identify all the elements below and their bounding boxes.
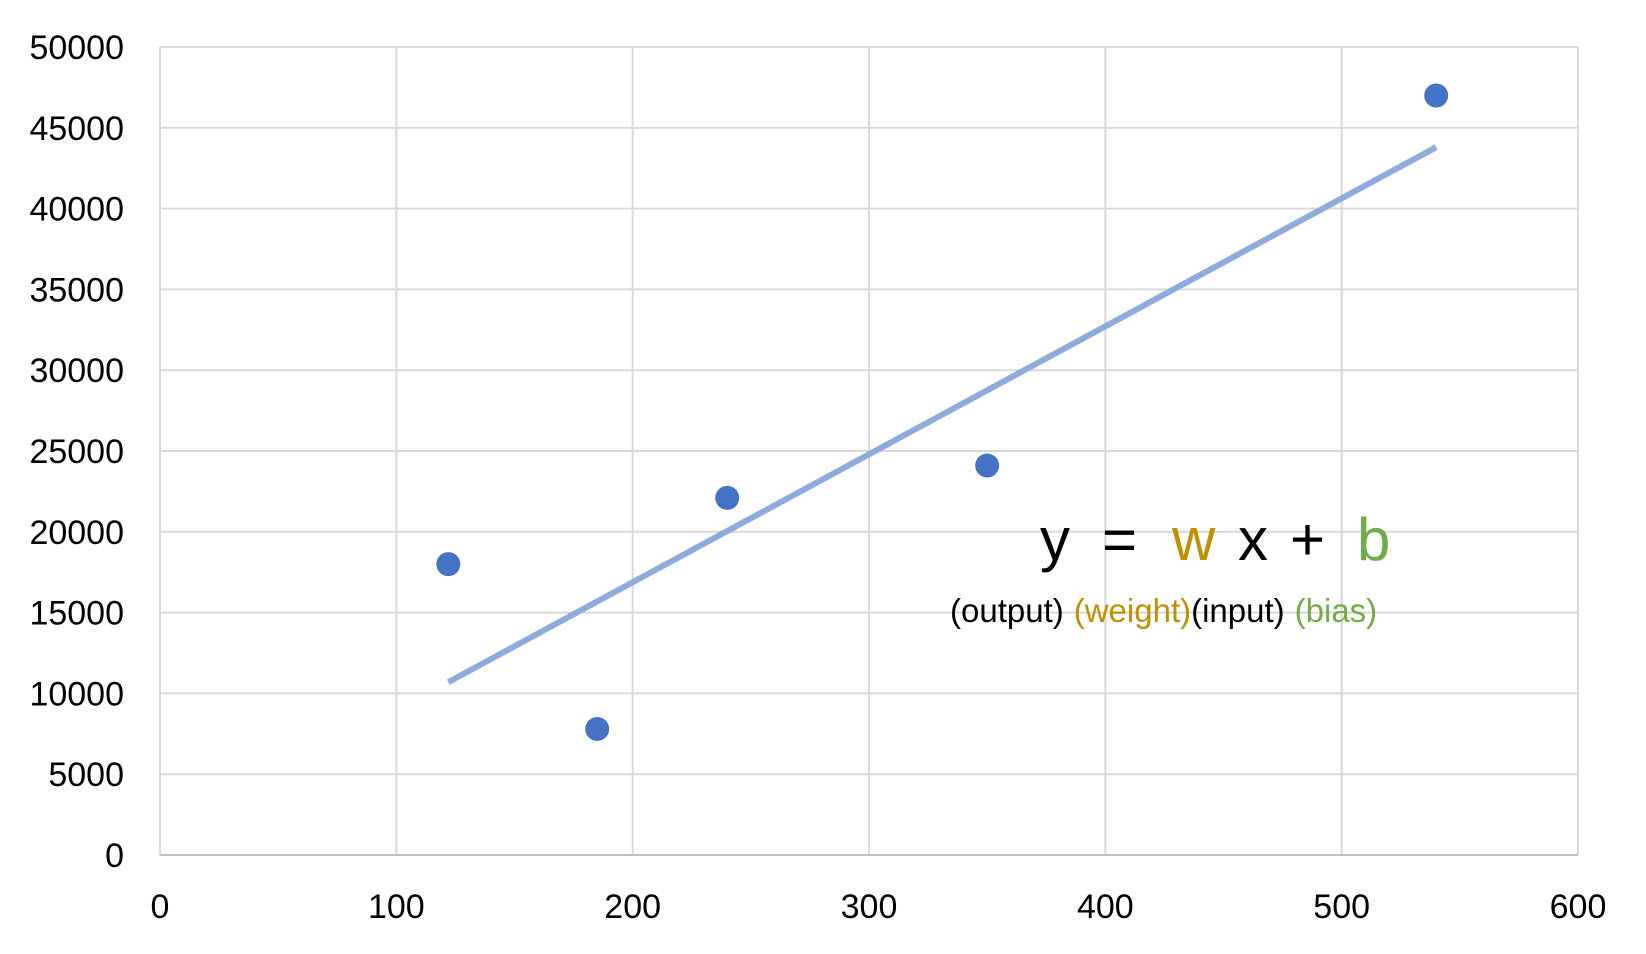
- y-tick-label: 25000: [29, 433, 124, 471]
- y-tick-label: 20000: [29, 514, 124, 552]
- x-tick-label: 400: [1077, 888, 1134, 926]
- x-tick-label: 300: [841, 888, 898, 926]
- y-tick-label: 40000: [29, 191, 124, 229]
- equation-equals: =: [1102, 506, 1137, 573]
- y-tick-label: 35000: [29, 271, 124, 309]
- trendline: [446, 144, 1438, 685]
- data-points: [436, 83, 1449, 741]
- x-tick-label: 500: [1313, 888, 1370, 926]
- y-tick-label: 5000: [48, 756, 124, 794]
- x-tick-label: 200: [604, 888, 661, 926]
- x-tick-label: 0: [151, 888, 170, 926]
- data-point: [585, 716, 610, 741]
- equation-w: w: [1171, 506, 1216, 573]
- data-point: [1424, 83, 1449, 108]
- x-tick-label: 600: [1550, 888, 1607, 926]
- y-tick-label: 15000: [29, 595, 124, 633]
- equation-input-label: (input): [1191, 592, 1285, 629]
- data-point: [436, 552, 461, 577]
- y-tick-label: 30000: [29, 352, 124, 390]
- x-tick-label: 100: [368, 888, 425, 926]
- equation-bias-label: (bias): [1295, 592, 1378, 629]
- y-tick-label: 50000: [29, 29, 124, 67]
- x-axis-tick-labels: 0 100 200 300 400 500 600: [151, 888, 1607, 926]
- equation-y: y: [1040, 506, 1070, 573]
- equation-x: x: [1238, 506, 1268, 573]
- equation-b: b: [1357, 506, 1390, 573]
- data-point: [715, 485, 740, 510]
- y-axis-tick-labels: 0 5000 10000 15000 20000 25000 30000 35000 40000…: [29, 29, 124, 875]
- axes: [159, 47, 1578, 856]
- y-tick-label: 10000: [29, 675, 124, 713]
- y-tick-label: 0: [105, 837, 124, 875]
- equation-annotation: y = w x + b (output) (weight)(input) (bias…: [950, 506, 1390, 629]
- data-point: [975, 453, 1000, 478]
- equation-plus: +: [1290, 506, 1325, 573]
- svg-text:(output)(weight)(input)(bias): (output) (weight)(input) (bias): [950, 592, 1377, 629]
- y-tick-label: 45000: [29, 110, 124, 148]
- equation-weight-label: (weight): [1074, 592, 1191, 629]
- equation-output-label: (output): [950, 592, 1064, 629]
